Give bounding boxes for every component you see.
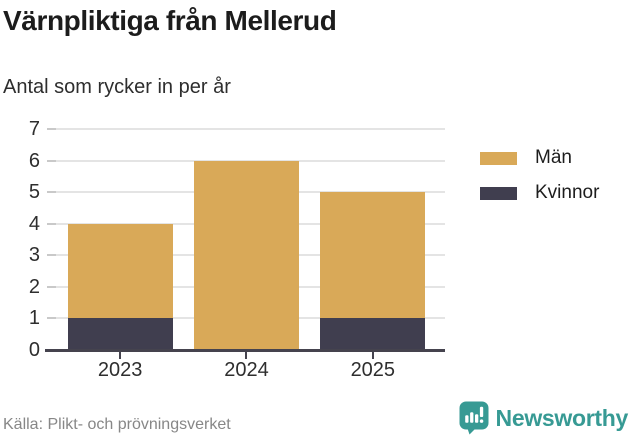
legend-row-män: Män: [480, 147, 599, 169]
bar-segment-män-2024: [193, 160, 299, 350]
newsworthy-bubble-chart-icon: [459, 401, 489, 435]
y-tick-5: [47, 191, 56, 194]
x-tick-2023: [119, 352, 122, 359]
legend-row-kvinnor: Kvinnor: [480, 182, 599, 204]
legend: Män Kvinnor: [480, 147, 599, 217]
legend-label: Män: [535, 147, 572, 168]
x-axis-line: [45, 349, 445, 352]
legend-swatch: [480, 151, 517, 165]
chart-subtitle: Antal som rycker in per år: [3, 76, 231, 98]
y-axis-label: 2: [28, 275, 40, 298]
x-axis-label: 2024: [224, 359, 269, 381]
y-tick-7: [47, 128, 56, 130]
legend-swatch: [480, 186, 517, 200]
bar-segment-män-2025: [320, 192, 426, 319]
y-axis-label: 5: [28, 181, 40, 204]
x-axis-label: 2025: [350, 359, 396, 381]
source-note: Källa: Plikt- och prövningsverket: [3, 416, 231, 433]
x-axis-label: 2023: [97, 359, 143, 381]
y-axis-label: 3: [28, 244, 40, 267]
y-axis-label: 1: [28, 307, 40, 330]
y-tick-4: [47, 222, 56, 225]
y-tick-1: [47, 317, 56, 320]
y-tick-6: [47, 159, 56, 162]
newsworthy-logo[interactable]: Newsworthy: [459, 401, 628, 435]
gridline-y7: [47, 128, 445, 130]
y-axis-label: 7: [28, 118, 40, 140]
newsworthy-wordmark: Newsworthy: [495, 404, 629, 431]
bar-segment-män-2023: [67, 223, 173, 319]
y-tick-3: [47, 254, 56, 257]
x-tick-2024: [245, 352, 248, 359]
y-tick-2: [47, 285, 56, 288]
bar-segment-kvinnor-2025: [320, 318, 426, 350]
y-axis-label: 0: [28, 339, 40, 361]
bar-segment-kvinnor-2023: [67, 318, 173, 350]
legend-label: Kvinnor: [535, 182, 600, 203]
x-tick-2025: [371, 352, 374, 359]
y-axis-label: 6: [28, 149, 40, 172]
y-axis-label: 4: [28, 212, 40, 235]
chart-title: Värnpliktiga från Mellerud: [3, 5, 337, 36]
